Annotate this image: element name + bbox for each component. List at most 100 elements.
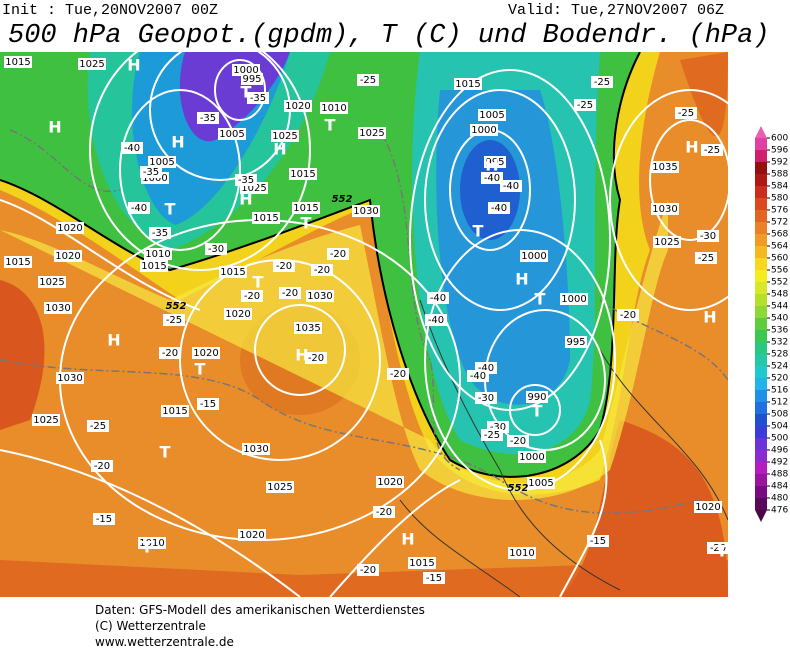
footer-url: www.wetterzentrale.de (95, 635, 234, 648)
isobar-label: 1000 (233, 65, 258, 76)
isobar-label: 1025 (39, 277, 64, 288)
isobar-label-box (694, 501, 722, 513)
temperature-label: -20 (314, 265, 330, 276)
isobar-label-box (527, 477, 555, 489)
colorbar-label: 480 (771, 494, 788, 504)
temperature-label-group: -25 (591, 76, 613, 88)
temperature-label-group: -25 (357, 74, 379, 86)
temperature-label-group: -40 (427, 292, 449, 304)
temperature-label: -40 (430, 293, 446, 304)
isobar-label-group: 1015 (161, 405, 189, 417)
colorbar-cell (755, 138, 767, 150)
isobar-label-box (140, 260, 168, 272)
temperature-label: -40 (470, 371, 486, 382)
isobar-label: 1000 (521, 251, 546, 262)
colorbar-cell (755, 222, 767, 234)
isobar-label-box (266, 481, 294, 493)
init-time: Init : Tue,20NOV2007 00Z (2, 2, 218, 19)
isobar-label-box (306, 290, 334, 302)
isobar-label-group: 1000 (518, 451, 546, 463)
isobar-label: 1015 (162, 406, 187, 417)
isobar-label: 1015 (141, 261, 166, 272)
temperature-label-group: -35 (235, 174, 257, 186)
temperature-label: -40 (428, 315, 444, 326)
temperature-label-box (467, 370, 489, 382)
isobar-label: 1030 (243, 444, 268, 455)
isobar-label-box (144, 248, 172, 260)
isobar-label-box (56, 222, 84, 234)
isobar-label: 1030 (57, 373, 82, 384)
temperature-label: -30 (700, 231, 716, 242)
isobar-label: 1025 (33, 415, 58, 426)
isobar-label: 1020 (55, 251, 80, 262)
temperature-label-box (305, 352, 327, 364)
temperature-label-group: -25 (695, 252, 717, 264)
isobar-label: 1000 (519, 452, 544, 463)
temperature-label-box (357, 564, 379, 576)
isobar-label-box (56, 372, 84, 384)
isobar-label-group: 1015 (408, 557, 436, 569)
temperature-label-box (247, 92, 269, 104)
isobar-label: 1000 (561, 294, 586, 305)
isobar-label-group: 1020 (284, 100, 312, 112)
colorbar-cell (755, 282, 767, 294)
isobar-label-group: 1020 (54, 250, 82, 262)
isobar-label-box (560, 293, 588, 305)
isobar-label-box (138, 537, 166, 549)
temperature-label: -20 (94, 461, 110, 472)
temperature-label-box (149, 227, 171, 239)
isobar-label: 1025 (654, 237, 679, 248)
isobar-label: 1010 (509, 548, 534, 559)
temperature-label-group: -20 (707, 542, 729, 554)
isobar-label-box (219, 266, 247, 278)
colorbar-label: 576 (771, 206, 788, 216)
footer-copyright: (C) Wetterzentrale (95, 619, 206, 633)
colorbar-label: 560 (771, 254, 788, 264)
isobar-label: 1025 (272, 131, 297, 142)
isobar-label-box (44, 302, 72, 314)
colorbar-cell (755, 234, 767, 246)
colorbar-cell (755, 378, 767, 390)
isobar-label-box (54, 250, 82, 262)
temperature-label: -30 (490, 422, 506, 433)
isobar-label: 995 (566, 337, 585, 348)
pressure-center: T (160, 443, 171, 462)
temperature-label-box (159, 347, 181, 359)
colorbar: 600 596 592 588 584 580 576 572 568 564 560 556 552 5… (755, 126, 788, 522)
isobar-label: 1015 (220, 267, 245, 278)
temperature-label-box (93, 513, 115, 525)
colorbar-cell (755, 426, 767, 438)
isobar-label-group: 1020 (224, 308, 252, 320)
isobar-label-group: 1020 (238, 529, 266, 541)
colorbar-label: 548 (771, 290, 788, 300)
isobar-label: 1020 (695, 502, 720, 513)
isobar-label-box (252, 212, 280, 224)
temperature-label: -40 (124, 143, 140, 154)
temperature-label-group: -40 (128, 202, 150, 214)
temperature-label: -20 (162, 348, 178, 359)
pressure-center: H (515, 270, 528, 289)
isobar-label-box (454, 78, 482, 90)
pressure-center: H (401, 530, 414, 549)
temperature-label-group: -20 (311, 264, 333, 276)
temperature-label-box (357, 74, 379, 86)
temperature-label: -20 (308, 353, 324, 364)
temperature-label-box (425, 314, 447, 326)
colorbar-label: 496 (771, 446, 788, 456)
temperature-label: -25 (678, 108, 694, 119)
temperature-label: -20 (360, 565, 376, 576)
temperature-label-box (121, 142, 143, 154)
isobar-label: 1020 (193, 348, 218, 359)
temperature-label-group: -30 (475, 392, 497, 404)
temperature-label-group: -20 (241, 290, 263, 302)
temperature-label-group: -25 (701, 144, 723, 156)
temperature-label-box (241, 290, 263, 302)
colorbar-label: 544 (771, 302, 788, 312)
colorbar-cell (755, 462, 767, 474)
temperature-label-group: -20 (617, 309, 639, 321)
isobar-label-group: 1005 (218, 128, 246, 140)
colorbar-cell (755, 150, 767, 162)
temperature-label-group: -20 (373, 506, 395, 518)
temperature-label-box (500, 180, 522, 192)
